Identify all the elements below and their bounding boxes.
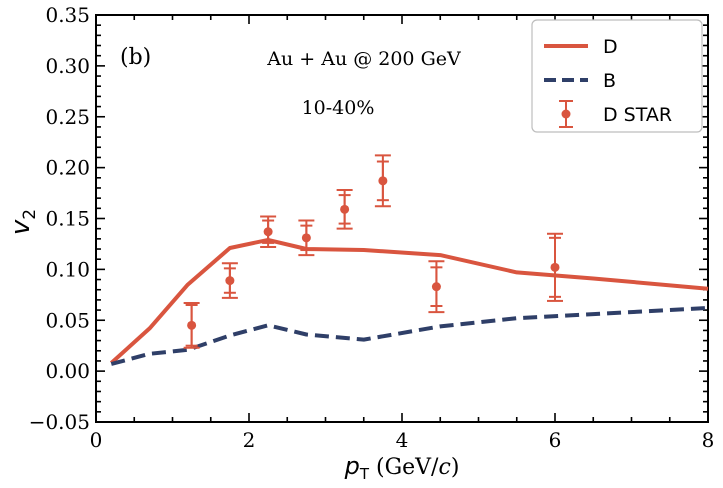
y-tick-label: 0.30: [45, 54, 90, 78]
data-marker: [340, 204, 350, 214]
y-tick-label: 0.15: [45, 207, 90, 231]
data-point-d-star: [298, 219, 315, 257]
annotation-collision: Au + Au @ 200 GeV: [266, 48, 461, 70]
x-tick-label: 6: [549, 428, 562, 452]
data-point-d-star: [547, 232, 563, 302]
y-axis-label: v2: [6, 209, 40, 235]
x-tick-label: 2: [243, 428, 256, 452]
data-point-d-star: [260, 215, 277, 248]
annotation-centrality: 10-40%: [302, 97, 375, 119]
legend-marker-dot: [561, 109, 571, 119]
data-marker: [301, 233, 311, 243]
data-marker: [187, 320, 197, 330]
data-marker: [431, 282, 441, 292]
x-axis-label: pT (GeV/c): [344, 452, 460, 483]
legend-label-d-star: D STAR: [603, 104, 672, 126]
data-point-d-star: [221, 262, 238, 299]
x-tick-label: 8: [702, 428, 715, 452]
series-line-b: [110, 306, 709, 366]
x-tick-label: 4: [396, 428, 409, 452]
data-point-d-star: [428, 260, 445, 314]
legend-marker-d-star: [559, 100, 573, 128]
x-tick-label: 0: [90, 428, 103, 452]
data-marker: [378, 176, 388, 186]
data-marker: [225, 276, 235, 286]
data-point-d-star: [374, 154, 391, 208]
y-tick-label: 0.00: [45, 359, 90, 383]
axis-ticks: [95, 14, 709, 423]
series-layer: [109, 154, 709, 366]
y-tick-label: 0.25: [45, 105, 90, 129]
y-tick-label: −0.05: [29, 410, 90, 434]
data-point-d-star: [183, 301, 200, 349]
panel-label: (b): [120, 45, 151, 70]
y-tick-label: 0.05: [45, 308, 90, 332]
legend: D B D STAR: [531, 19, 703, 133]
data-point-d-star: [336, 189, 353, 230]
y-tick-labels: −0.05 0.00 0.05 0.10 0.15 0.20 0.25 0.30 0.35: [29, 3, 90, 434]
y-tick-label: 0.20: [45, 156, 90, 180]
data-marker: [550, 262, 560, 272]
y-tick-label: 0.10: [45, 257, 90, 281]
data-marker: [263, 227, 273, 237]
legend-label-d: D: [603, 36, 618, 58]
y-tick-label: 0.35: [45, 3, 90, 27]
x-tick-labels: 0 2 4 6 8: [90, 428, 715, 452]
legend-label-b: B: [603, 70, 616, 92]
